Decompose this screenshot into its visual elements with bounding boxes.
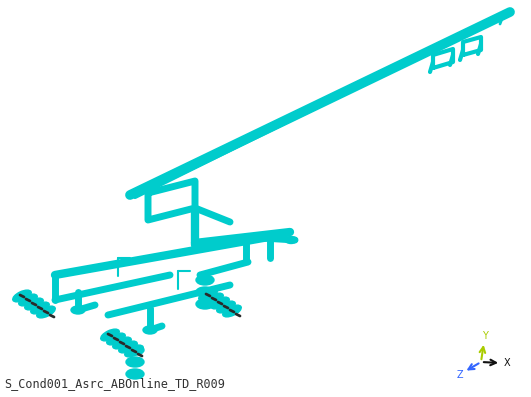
Text: X: X xyxy=(504,358,510,368)
Ellipse shape xyxy=(25,298,43,310)
Ellipse shape xyxy=(19,294,37,306)
Ellipse shape xyxy=(205,293,223,305)
Ellipse shape xyxy=(125,345,143,357)
Text: Z: Z xyxy=(457,370,464,380)
Text: Y: Y xyxy=(482,331,488,341)
Ellipse shape xyxy=(196,299,214,309)
Ellipse shape xyxy=(101,329,119,341)
Ellipse shape xyxy=(222,305,241,317)
Ellipse shape xyxy=(196,275,214,285)
Ellipse shape xyxy=(113,337,131,349)
Ellipse shape xyxy=(37,306,55,318)
Ellipse shape xyxy=(143,326,157,334)
Ellipse shape xyxy=(31,302,49,314)
Ellipse shape xyxy=(211,297,229,309)
Ellipse shape xyxy=(119,341,137,353)
Ellipse shape xyxy=(13,290,31,302)
Ellipse shape xyxy=(217,301,235,313)
Ellipse shape xyxy=(285,237,297,243)
Ellipse shape xyxy=(126,369,144,379)
Ellipse shape xyxy=(199,289,217,301)
Ellipse shape xyxy=(126,357,144,367)
Ellipse shape xyxy=(196,287,214,297)
Ellipse shape xyxy=(107,333,125,345)
Text: S_Cond001_Asrc_ABOnline_TD_R009: S_Cond001_Asrc_ABOnline_TD_R009 xyxy=(4,377,225,390)
Ellipse shape xyxy=(71,306,85,314)
Ellipse shape xyxy=(126,345,144,355)
